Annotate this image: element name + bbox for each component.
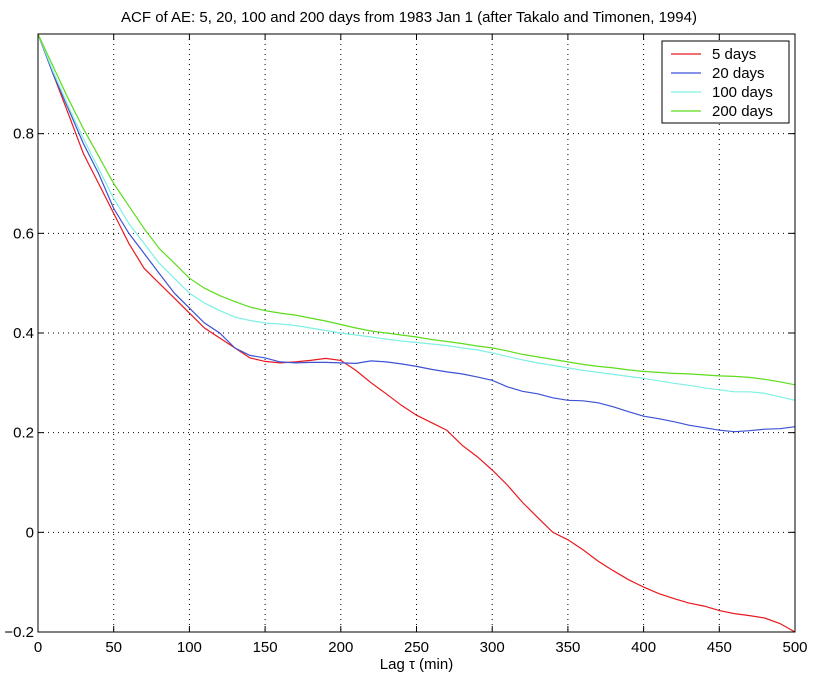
series-line-20-days [37, 33, 796, 433]
legend-label: 5 days [712, 46, 756, 63]
y-tick-label: 0.2 [13, 425, 34, 442]
axis-ticks [37, 34, 796, 633]
x-tick-label: 300 [480, 639, 505, 656]
legend: 5 days 20 days 100 days 200 days [661, 40, 790, 124]
x-tick-label: 400 [631, 639, 656, 656]
y-tick-label: 0.6 [13, 225, 34, 242]
series-line-200-days [37, 33, 796, 386]
legend-label: 100 days [712, 84, 773, 101]
legend-label: 20 days [712, 65, 765, 82]
tick-labels: 0 50 100 150 200 250 300 350 400 450 500−0.200.20.… [4, 126, 807, 656]
legend-box [661, 40, 790, 124]
x-tick-label: 500 [782, 639, 807, 656]
chart-title: ACF of AE: 5, 20, 100 and 200 days from … [121, 9, 697, 26]
plot-frame [37, 33, 796, 633]
x-tick-label: 350 [555, 639, 580, 656]
series-line-5-days [37, 33, 796, 633]
x-tick-label: 0 [34, 639, 42, 656]
y-tick-label: 0.4 [13, 325, 34, 342]
x-axis-label: Lag τ (min) [380, 656, 453, 673]
x-tick-label: 450 [707, 639, 732, 656]
x-tick-label: 100 [177, 639, 202, 656]
x-tick-label: 50 [105, 639, 122, 656]
legend-label: 200 days [712, 103, 773, 120]
y-tick-label: 0.8 [13, 126, 34, 143]
grid-lines [38, 34, 795, 632]
x-tick-label: 200 [328, 639, 353, 656]
y-tick-label: 0 [26, 524, 34, 541]
x-tick-label: 150 [253, 639, 278, 656]
series-lines [37, 33, 796, 633]
y-tick-label: −0.2 [4, 624, 34, 641]
series-line-100-days [37, 33, 796, 401]
x-tick-label: 250 [404, 639, 429, 656]
